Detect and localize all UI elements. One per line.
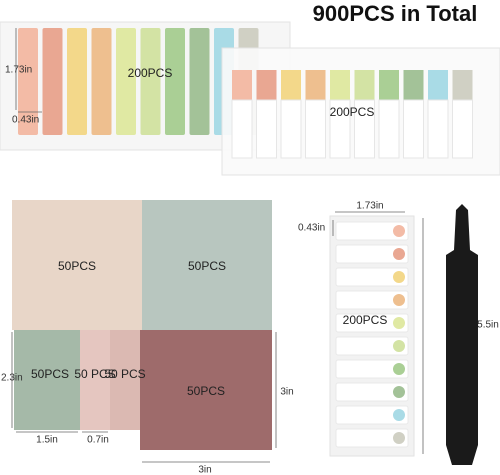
width-label: 0.43in bbox=[12, 115, 39, 126]
dimension-label: 5.5in bbox=[477, 320, 499, 331]
tab-strip bbox=[335, 221, 409, 448]
pad-label: 50PCS bbox=[187, 384, 225, 398]
tab bbox=[329, 99, 351, 159]
tab bbox=[330, 70, 350, 100]
tab-dot bbox=[393, 294, 405, 306]
dimension-label: 1.73in bbox=[356, 201, 383, 212]
tab bbox=[403, 70, 424, 100]
dimension-label: 1.5in bbox=[36, 435, 58, 446]
pad bbox=[14, 330, 80, 430]
tab-set bbox=[231, 70, 473, 159]
count-label: 200PCS bbox=[343, 313, 388, 327]
tab bbox=[335, 267, 409, 287]
tab bbox=[354, 70, 375, 100]
tab bbox=[165, 28, 185, 135]
pad-label: 50 PCS bbox=[74, 367, 115, 381]
tab bbox=[378, 99, 400, 159]
pad-label: 50PCS bbox=[31, 367, 69, 381]
dimension-label: 3in bbox=[198, 465, 211, 475]
tab bbox=[427, 99, 449, 159]
pad bbox=[80, 330, 110, 430]
tab-dot bbox=[393, 225, 405, 237]
tab bbox=[305, 70, 326, 100]
tab-dot bbox=[393, 271, 405, 283]
tab-dot bbox=[393, 248, 405, 260]
tab bbox=[67, 28, 87, 135]
tab bbox=[335, 336, 409, 356]
tab bbox=[335, 405, 409, 425]
tab bbox=[140, 28, 161, 135]
tab bbox=[280, 99, 302, 159]
tab bbox=[42, 28, 63, 135]
dimension-label: 0.7in bbox=[87, 435, 109, 446]
tab bbox=[335, 244, 409, 264]
tab bbox=[256, 99, 277, 159]
tab bbox=[335, 359, 409, 379]
tab bbox=[256, 70, 277, 100]
tab-dot bbox=[393, 363, 405, 375]
tab bbox=[403, 99, 424, 159]
pad bbox=[140, 330, 272, 450]
tab bbox=[232, 70, 252, 100]
title: 900PCS in Total bbox=[313, 1, 478, 26]
count-label: 200PCS bbox=[128, 66, 173, 80]
tab-dot bbox=[393, 340, 405, 352]
tab bbox=[354, 99, 375, 159]
tab bbox=[116, 28, 136, 135]
pad-label: 50PCS bbox=[58, 259, 96, 273]
dimension-label: 2.3in bbox=[1, 373, 23, 384]
tab bbox=[379, 70, 399, 100]
tab bbox=[335, 382, 409, 402]
tab bbox=[18, 28, 38, 135]
dimension-label: 3in bbox=[280, 387, 293, 398]
tab-dot bbox=[393, 317, 405, 329]
tab bbox=[335, 313, 409, 333]
tab bbox=[305, 99, 326, 159]
tab bbox=[281, 70, 301, 100]
pad bbox=[12, 200, 142, 330]
tab bbox=[335, 221, 409, 241]
tab bbox=[231, 99, 253, 159]
tab bbox=[452, 99, 473, 159]
pad-label: 50PCS bbox=[188, 259, 226, 273]
tab bbox=[189, 28, 210, 135]
pad bbox=[110, 330, 140, 430]
tab bbox=[335, 428, 409, 448]
marker bbox=[446, 204, 478, 465]
tab bbox=[335, 290, 409, 310]
count-label: 200PCS bbox=[330, 105, 375, 119]
tab-dot bbox=[393, 386, 405, 398]
tab-dot bbox=[393, 432, 405, 444]
height-label: 1.73in bbox=[5, 65, 32, 76]
tab-dot bbox=[393, 409, 405, 421]
tab bbox=[452, 70, 473, 100]
pad bbox=[142, 200, 272, 330]
tab bbox=[91, 28, 112, 135]
pad-label: 50 PCS bbox=[104, 367, 145, 381]
tab bbox=[428, 70, 448, 100]
dimension-label: 0.43in bbox=[298, 223, 325, 234]
